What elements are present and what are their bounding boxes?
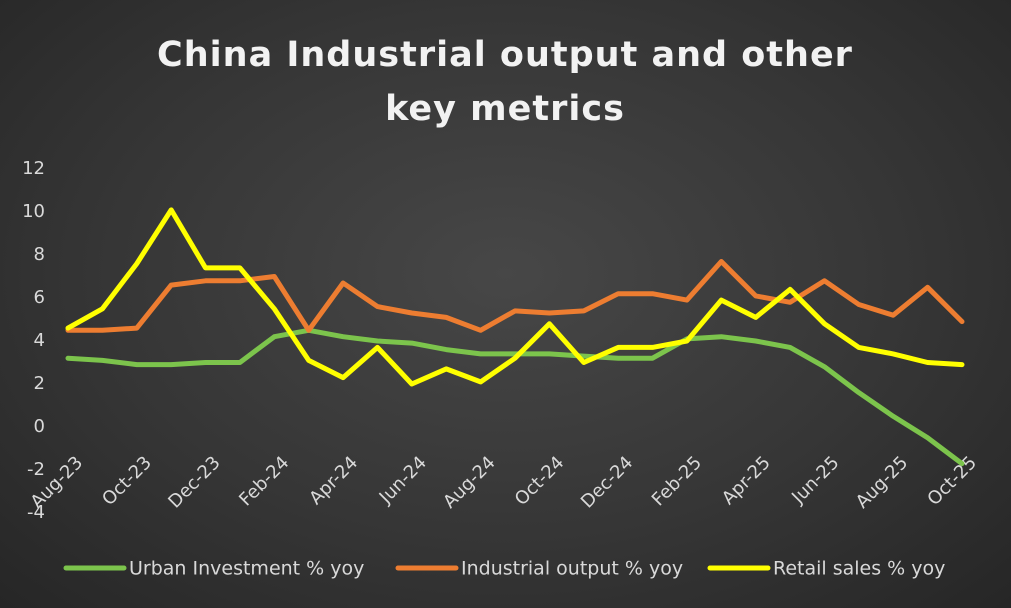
legend-label: Industrial output % yoy: [461, 558, 683, 580]
y-tick-label: 10: [22, 201, 45, 222]
y-tick-label: 12: [22, 158, 45, 179]
x-tick-label: Apr-25: [718, 452, 775, 509]
x-tick-label: Apr-24: [305, 452, 362, 509]
x-tick-label: Jun-24: [375, 452, 431, 508]
x-tick-label: Jun-25: [787, 452, 843, 508]
legend-label: Retail sales % yoy: [773, 558, 945, 580]
series-line: [65, 207, 965, 387]
y-tick-label: 2: [34, 373, 45, 394]
x-tick-label: Oct-23: [98, 452, 156, 510]
series-line: [65, 327, 965, 467]
x-tick-label: Dec-23: [164, 452, 224, 512]
x-tick-label: Feb-24: [235, 452, 293, 510]
series-line: [65, 259, 965, 333]
y-tick-label: -4: [27, 502, 45, 523]
y-tick-label: 4: [34, 330, 45, 351]
x-tick-label: Oct-25: [923, 452, 981, 510]
y-tick-label: 8: [34, 244, 45, 265]
x-tick-label: Aug-25: [852, 452, 912, 512]
chart-title: China Industrial output and other key me…: [157, 35, 853, 129]
y-tick-label: 6: [34, 287, 45, 308]
x-tick-label: Oct-24: [511, 452, 569, 510]
x-tick-label: Feb-25: [648, 452, 706, 510]
x-tick-label: Aug-24: [439, 452, 499, 512]
legend-label: Urban Investment % yoy: [129, 558, 364, 580]
x-tick-label: Dec-24: [577, 452, 637, 512]
y-tick-label: 0: [34, 416, 45, 437]
y-tick-label: -2: [27, 459, 45, 480]
